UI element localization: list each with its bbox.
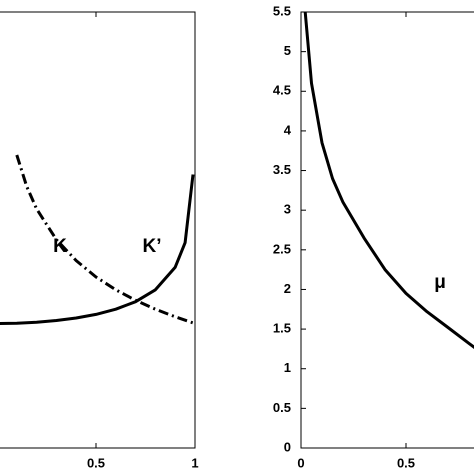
- y-tick-label: 4: [284, 122, 292, 137]
- y-tick-label: 3.5: [273, 162, 291, 177]
- y-tick-label: 2.5: [273, 241, 291, 256]
- x-tick-label: 0.5: [87, 455, 105, 470]
- plot-frame: [300, 11, 474, 449]
- series-label: μ: [434, 272, 446, 293]
- series-label: K: [53, 236, 67, 257]
- y-tick-label: 0: [284, 439, 291, 454]
- x-tick-label: 0.5: [397, 455, 415, 470]
- x-tick-label: 1: [191, 455, 198, 470]
- series-line: [303, 11, 474, 350]
- x-tick-label: 0: [297, 455, 304, 470]
- y-tick-label: 1: [284, 360, 291, 375]
- plot-frame: [0, 11, 196, 449]
- y-tick-label: 4.5: [273, 83, 291, 98]
- y-tick-label: 0.5: [273, 400, 291, 415]
- y-tick-label: 1.5: [273, 321, 291, 336]
- y-tick-label: 3: [284, 202, 291, 217]
- y-tick-label: 5: [284, 43, 291, 58]
- series-line: [15, 154, 194, 325]
- series-line: [0, 174, 195, 325]
- y-tick-label: 2: [284, 281, 291, 296]
- series-label: K’: [143, 236, 162, 257]
- y-tick-label: 5.5: [273, 3, 291, 18]
